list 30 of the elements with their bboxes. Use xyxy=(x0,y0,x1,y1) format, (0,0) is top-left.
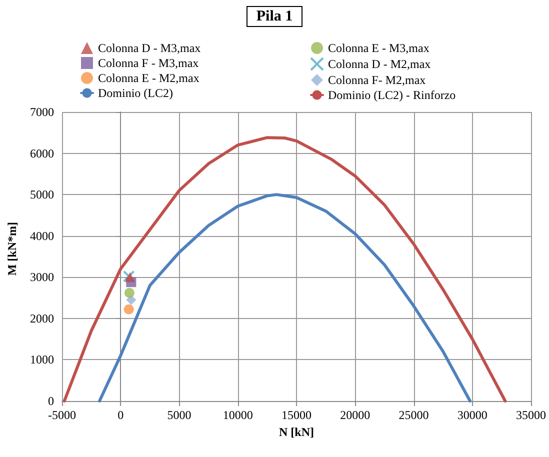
legend-label: Dominio (LC2) xyxy=(98,86,173,100)
y-tick-label: 2000 xyxy=(30,311,54,326)
x-tick-label: 0 xyxy=(118,408,124,422)
legend-label: Dominio (LC2) - Rinforzo xyxy=(328,88,456,102)
y-tick-label: 0 xyxy=(48,394,54,408)
x-tick-label: 35000 xyxy=(516,408,546,422)
x-tick-label: 20000 xyxy=(340,408,370,422)
legend-label: Colonna E - M2,max xyxy=(98,71,200,85)
y-axis-title: M [kN*m] xyxy=(5,222,19,276)
y-tick-label: 1000 xyxy=(30,352,54,367)
legend-label: Colonna D - M2,max xyxy=(328,57,431,71)
x-tick-label: -5000 xyxy=(48,408,76,422)
legend-label: Colonna F- M2,max xyxy=(328,73,426,87)
y-tick-label: 7000 xyxy=(30,105,54,119)
legend-label: Colonna E - M3,max xyxy=(328,41,430,55)
x-axis-title: N [kN] xyxy=(279,424,314,439)
x-tick-label: 10000 xyxy=(222,408,253,422)
x-tick-label: 5000 xyxy=(167,408,192,422)
x-tick-label: 30000 xyxy=(457,408,488,422)
y-tick-label: 5000 xyxy=(30,188,54,202)
legend-label: Colonna D - M3,max xyxy=(98,41,201,55)
chart-title: Pila 1 xyxy=(256,8,293,24)
x-tick-label: 15000 xyxy=(282,408,312,422)
y-tick-label: 4000 xyxy=(30,228,54,243)
x-tick-label: 25000 xyxy=(398,408,429,422)
line-series xyxy=(62,136,507,402)
y-tick-label: 6000 xyxy=(30,146,54,160)
legend-label: Colonna F - M3,max xyxy=(98,56,199,70)
y-tick-label: 3000 xyxy=(30,270,54,284)
line-series xyxy=(98,193,472,402)
